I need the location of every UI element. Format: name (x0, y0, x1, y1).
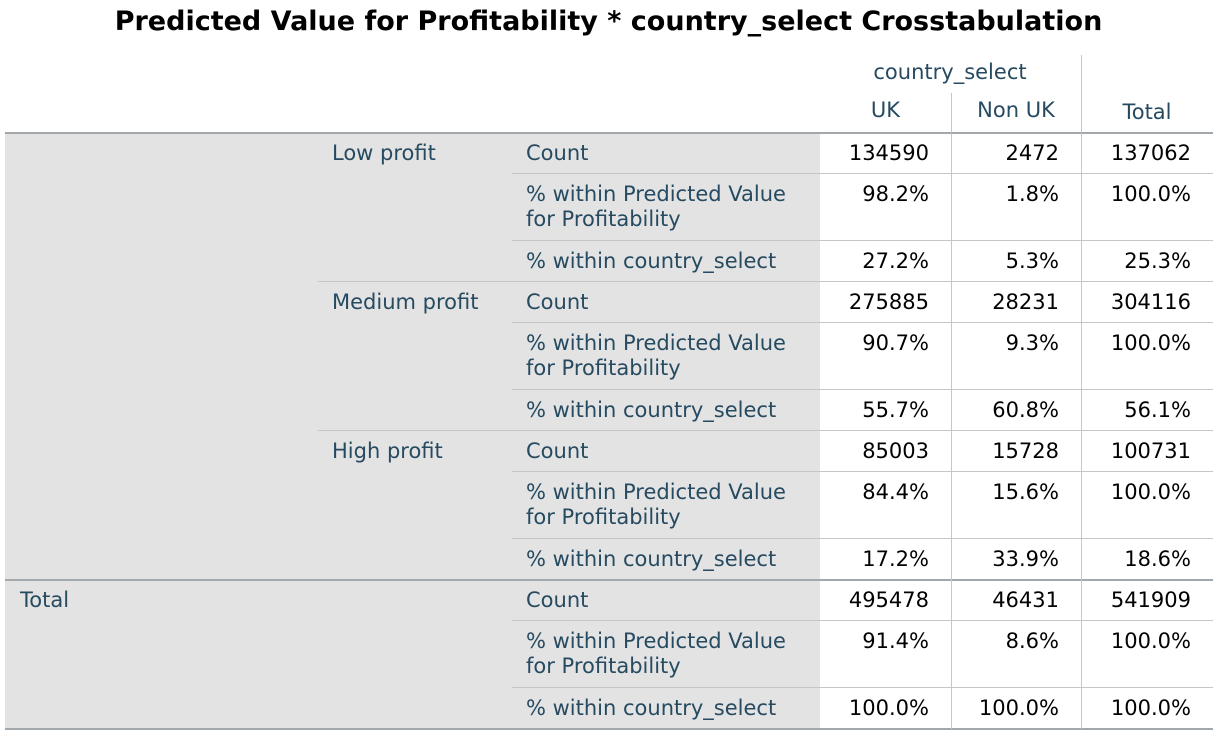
cell-non-uk: 8.6% (1005, 629, 1059, 653)
stat-label: Count (526, 588, 589, 612)
row-subgroup-label: Medium profit (332, 290, 479, 314)
cell-uk: 134590 (848, 141, 929, 165)
stat-label: Count (526, 141, 589, 165)
cell-uk: 100.0% (848, 696, 929, 720)
stat-label: Count (526, 439, 589, 463)
cell-total: 100.0% (1110, 696, 1191, 720)
cell-uk: 275885 (848, 290, 929, 314)
cell-non-uk: 15.6% (992, 480, 1059, 504)
header-divider (951, 93, 952, 133)
table-title: Predicted Value for Profitability * coun… (114, 6, 1103, 37)
table-top-rule (5, 132, 1213, 134)
cell-non-uk: 100.0% (978, 696, 1059, 720)
cell-total: 25.3% (1124, 249, 1191, 273)
cell-uk: 85003 (862, 439, 929, 463)
cell-total: 18.6% (1124, 547, 1191, 571)
cell-non-uk: 46431 (992, 588, 1059, 612)
row-divider (512, 389, 1213, 390)
row-divider (512, 322, 1213, 323)
column-header-uk: UK (870, 98, 901, 122)
cell-non-uk: 33.9% (992, 547, 1059, 571)
cell-total: 304116 (1110, 290, 1191, 314)
cell-total: 541909 (1110, 588, 1191, 612)
column-header-non-uk: Non UK (977, 98, 1055, 122)
row-divider (318, 281, 1213, 282)
cell-total: 100.0% (1110, 629, 1191, 653)
row-divider (318, 430, 1213, 431)
stat-label: Count (526, 290, 589, 314)
stat-label: % within Predicted Value for Profitabili… (526, 331, 786, 380)
cell-uk: 84.4% (862, 480, 929, 504)
row-divider (512, 240, 1213, 241)
row-divider (512, 538, 1213, 539)
cell-uk: 98.2% (862, 182, 929, 206)
column-header-total: Total (1122, 100, 1172, 124)
cell-non-uk: 28231 (992, 290, 1059, 314)
header-divider (1081, 55, 1082, 133)
row-divider (512, 687, 1213, 688)
stat-label: % within country_select (526, 696, 777, 720)
column-divider (951, 133, 952, 729)
cell-total: 100.0% (1110, 331, 1191, 355)
cell-total: 100.0% (1110, 480, 1191, 504)
table-bottom-rule (5, 728, 1213, 730)
row-divider (512, 173, 1213, 174)
cell-total: 56.1% (1124, 398, 1191, 422)
stat-label: % within country_select (526, 547, 777, 571)
stat-label: % within Predicted Value for Profitabili… (526, 480, 786, 529)
cell-non-uk: 15728 (992, 439, 1059, 463)
cell-uk: 55.7% (862, 398, 929, 422)
cell-non-uk: 5.3% (1005, 249, 1059, 273)
stat-label: % within country_select (526, 249, 777, 273)
column-divider (1081, 133, 1082, 729)
cell-uk: 90.7% (862, 331, 929, 355)
cell-total: 100.0% (1110, 182, 1191, 206)
cell-uk: 17.2% (862, 547, 929, 571)
stat-label: % within country_select (526, 398, 777, 422)
cell-non-uk: 2472 (1005, 141, 1059, 165)
section-divider (5, 579, 1213, 581)
stat-label: % within Predicted Value for Profitabili… (526, 182, 786, 231)
column-group-header: country_select (873, 60, 1027, 84)
total-row-label: Total (20, 588, 70, 612)
cell-uk: 495478 (848, 588, 929, 612)
stat-label: % within Predicted Value for Profitabili… (526, 629, 786, 678)
cell-non-uk: 1.8% (1005, 182, 1059, 206)
cell-uk: 27.2% (862, 249, 929, 273)
row-subgroup-label: Low profit (332, 141, 436, 165)
row-subgroup-label: High profit (332, 439, 443, 463)
cell-uk: 91.4% (862, 629, 929, 653)
cell-total: 137062 (1110, 141, 1191, 165)
cell-non-uk: 60.8% (992, 398, 1059, 422)
row-divider (512, 471, 1213, 472)
cell-non-uk: 9.3% (1005, 331, 1059, 355)
row-divider (512, 620, 1213, 621)
cell-total: 100731 (1110, 439, 1191, 463)
